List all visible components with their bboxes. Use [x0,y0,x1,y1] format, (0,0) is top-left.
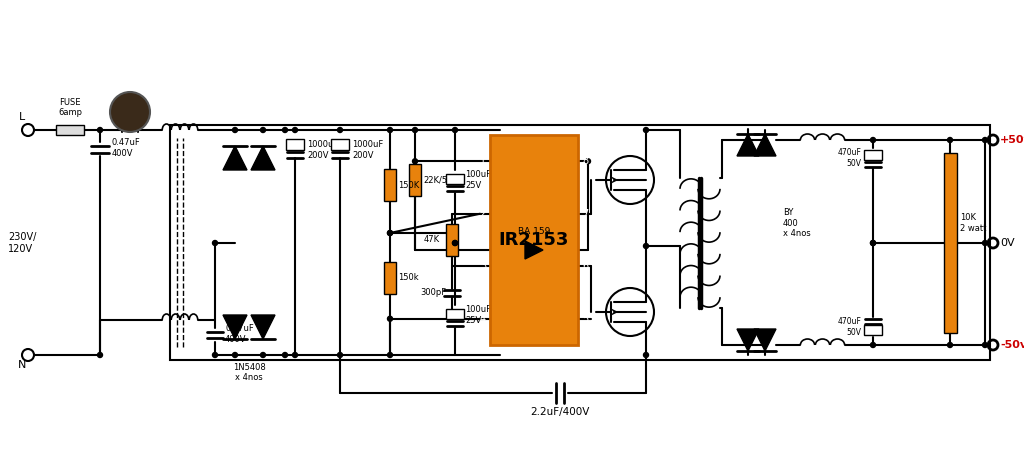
Circle shape [453,127,458,133]
Circle shape [338,127,342,133]
Text: 230V/
120V: 230V/ 120V [8,232,37,254]
Circle shape [232,127,238,133]
Text: 0.47uF
400V: 0.47uF 400V [225,324,254,344]
Circle shape [338,352,342,358]
Circle shape [293,352,298,358]
Circle shape [453,241,458,245]
Circle shape [870,241,876,245]
Polygon shape [251,315,275,339]
Bar [286,139,304,150]
Text: +50v: +50v [1000,135,1024,145]
Text: IR2153: IR2153 [499,231,569,249]
Text: 7: 7 [582,209,588,219]
Text: 6: 6 [582,261,588,271]
Bar [446,174,464,184]
Bar [446,224,458,256]
Circle shape [387,316,392,321]
Text: 5: 5 [582,314,588,324]
Text: 3: 3 [480,261,486,271]
Polygon shape [737,329,759,351]
Bar [170,125,990,360]
Bar [384,262,396,294]
Text: NTC: NTC [119,107,141,117]
Text: 0V: 0V [1000,238,1015,248]
Circle shape [97,352,102,358]
Circle shape [213,241,217,245]
Bar [864,325,882,335]
Bar [943,153,956,333]
Circle shape [293,127,298,133]
Bar [384,169,396,201]
Circle shape [387,352,392,358]
Circle shape [947,138,952,142]
Text: FUSE
6amp: FUSE 6amp [58,98,82,117]
Text: N: N [17,360,27,370]
Text: BA 159: BA 159 [518,227,550,236]
Text: 470uF
50V: 470uF 50V [838,149,861,168]
Text: 1000uF
200V: 1000uF 200V [352,141,383,160]
Bar [331,139,349,150]
Text: 47K: 47K [424,235,440,244]
Circle shape [643,352,648,358]
Circle shape [413,159,418,164]
Text: 150K: 150K [398,180,419,189]
Circle shape [586,159,591,164]
Circle shape [870,343,876,347]
Text: 2.2uF/400V: 2.2uF/400V [530,407,590,417]
Circle shape [643,243,648,249]
Text: 300pF: 300pF [420,288,446,297]
Text: 100uF
25V: 100uF 25V [465,170,490,190]
Polygon shape [754,134,776,156]
Text: 150k: 150k [398,274,419,282]
Circle shape [413,127,418,133]
Polygon shape [223,315,247,339]
Polygon shape [754,329,776,351]
Polygon shape [525,241,543,259]
Text: 2: 2 [480,209,486,219]
Circle shape [870,138,876,142]
Text: 4: 4 [480,314,486,324]
Bar [446,309,464,319]
Circle shape [213,352,217,358]
Circle shape [387,127,392,133]
Circle shape [870,241,876,245]
Bar [864,150,882,160]
Circle shape [260,352,265,358]
Text: 10K
2 watt: 10K 2 watt [961,213,986,233]
Text: 100uF
25V: 100uF 25V [465,306,490,325]
Circle shape [232,352,238,358]
Circle shape [453,241,458,245]
Circle shape [982,343,987,347]
Circle shape [97,127,102,133]
Text: 8: 8 [582,156,588,166]
Text: 0.47uF
400V: 0.47uF 400V [112,138,140,158]
Circle shape [283,352,288,358]
Text: 22K/5W: 22K/5W [423,175,456,185]
Bar [409,164,421,196]
Circle shape [283,127,288,133]
Bar [56,125,84,135]
Text: L: L [18,112,26,122]
Polygon shape [223,146,247,170]
Polygon shape [737,134,759,156]
Circle shape [260,127,265,133]
Circle shape [643,127,648,133]
Text: BY
400
x 4nos: BY 400 x 4nos [783,208,811,238]
Text: 470uF
50V: 470uF 50V [838,317,861,337]
Circle shape [947,343,952,347]
Circle shape [982,241,987,245]
Text: 1: 1 [480,156,486,166]
Circle shape [982,138,987,142]
Circle shape [110,92,150,132]
Text: 1000uF
200V: 1000uF 200V [307,141,338,160]
Bar [490,135,578,345]
Polygon shape [251,146,275,170]
Circle shape [387,230,392,235]
Circle shape [387,230,392,235]
Text: 1N5408
x 4nos: 1N5408 x 4nos [232,363,265,383]
Text: -50v: -50v [1000,340,1024,350]
